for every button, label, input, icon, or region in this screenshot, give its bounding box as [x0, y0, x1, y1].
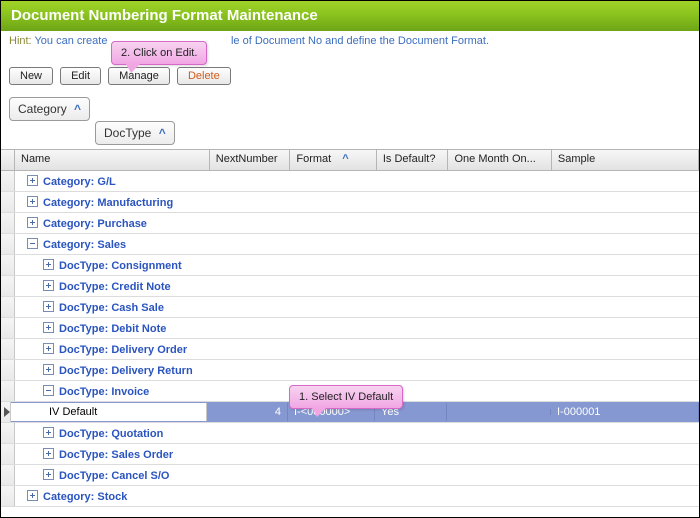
column-format[interactable]: Format ^ [290, 150, 377, 170]
group-chip-doctype-label: DocType [104, 126, 151, 140]
group-label: Category: Manufacturing [43, 197, 173, 209]
doctype-row[interactable]: DocType: Delivery Order [1, 339, 699, 360]
row-indicator [1, 465, 15, 485]
row-indicator [1, 276, 15, 296]
group-label: Category: G/L [43, 176, 116, 188]
collapse-icon[interactable] [27, 238, 38, 249]
row-indicator [1, 318, 15, 338]
group-label: Category: Purchase [43, 218, 147, 230]
header-bar: Document Numbering Format Maintenance [1, 1, 699, 31]
toolbar: New Edit Manage Delete [1, 63, 699, 93]
row-indicator [1, 255, 15, 275]
column-onemonth[interactable]: One Month On... [448, 150, 551, 170]
new-button[interactable]: New [9, 67, 53, 85]
doctype-row[interactable]: DocType: Consignment [1, 255, 699, 276]
hint-row: Hint: You can create XXXXXXXXXXXXXXXX le… [1, 31, 699, 55]
collapse-icon[interactable] [43, 385, 54, 396]
group-label: DocType: Delivery Order [59, 344, 187, 356]
group-label: DocType: Quotation [59, 428, 163, 440]
row-indicator [1, 297, 15, 317]
hint-label: Hint: [9, 35, 32, 47]
sort-asc-icon: ^ [159, 126, 166, 140]
column-isdefault[interactable]: Is Default? [377, 150, 449, 170]
callout-select: 1. Select IV Default [289, 385, 403, 409]
delete-button[interactable]: Delete [177, 67, 231, 85]
expand-icon[interactable] [43, 280, 54, 291]
row-indicator [1, 213, 15, 233]
hint-text-right: le of Document No and define the Documen… [231, 35, 489, 47]
expand-icon[interactable] [43, 427, 54, 438]
item-onemonth [447, 409, 551, 415]
row-indicator [1, 444, 15, 464]
item-nextnumber: 4 [207, 403, 288, 421]
expand-icon[interactable] [27, 217, 38, 228]
item-sample: I-000001 [551, 403, 699, 421]
group-label: DocType: Consignment [59, 260, 182, 272]
expand-icon[interactable] [43, 469, 54, 480]
row-indicator [1, 171, 15, 191]
expand-icon[interactable] [43, 448, 54, 459]
doctype-row[interactable]: DocType: Quotation [1, 423, 699, 444]
item-name: IV Default [11, 403, 207, 421]
callout-edit: 2. Click on Edit. [111, 41, 207, 65]
doctype-row[interactable]: DocType: Cancel S/O [1, 465, 699, 486]
row-indicator [1, 192, 15, 212]
expand-icon[interactable] [43, 301, 54, 312]
category-row[interactable]: Category: G/L [1, 171, 699, 192]
category-row[interactable]: Category: Stock [1, 486, 699, 507]
column-nextnumber[interactable]: NextNumber [210, 150, 291, 170]
row-indicator [1, 234, 15, 254]
group-label: DocType: Cash Sale [59, 302, 164, 314]
column-name[interactable]: Name [15, 150, 210, 170]
column-indicator [1, 150, 15, 170]
sort-asc-icon: ^ [74, 102, 81, 116]
group-label: DocType: Delivery Return [59, 365, 193, 377]
group-label: DocType: Sales Order [59, 449, 173, 461]
group-chip-category-label: Category [18, 102, 67, 116]
expand-icon[interactable] [43, 259, 54, 270]
group-label: DocType: Debit Note [59, 323, 166, 335]
column-format-label: Format [296, 153, 331, 165]
expand-icon[interactable] [27, 196, 38, 207]
callout-select-text: 1. Select IV Default [299, 391, 393, 403]
group-label: DocType: Cancel S/O [59, 470, 169, 482]
row-indicator [1, 486, 15, 506]
group-label: Category: Sales [43, 239, 126, 251]
doctype-row[interactable]: DocType: Delivery Return [1, 360, 699, 381]
expand-icon[interactable] [43, 322, 54, 333]
row-indicator [1, 402, 11, 422]
expand-icon[interactable] [27, 175, 38, 186]
row-indicator [1, 339, 15, 359]
expand-icon[interactable] [43, 343, 54, 354]
row-indicator [1, 381, 15, 401]
edit-button[interactable]: Edit [60, 67, 101, 85]
page-title: Document Numbering Format Maintenance [11, 7, 318, 24]
group-chip-doctype[interactable]: DocType ^ [95, 121, 175, 145]
category-row[interactable]: Category: Purchase [1, 213, 699, 234]
row-indicator [1, 423, 15, 443]
doctype-row[interactable]: DocType: Debit Note [1, 318, 699, 339]
sort-asc-icon: ^ [342, 153, 348, 165]
doctype-row[interactable]: DocType: Credit Note [1, 276, 699, 297]
row-indicator [1, 360, 15, 380]
group-label: DocType: Credit Note [59, 281, 171, 293]
callout-edit-text: 2. Click on Edit. [121, 47, 197, 59]
expand-icon[interactable] [43, 364, 54, 375]
doctype-row[interactable]: DocType: Cash Sale [1, 297, 699, 318]
group-chips: Category ^ DocType ^ [1, 93, 699, 149]
grid-body: Category: G/L Category: Manufacturing Cate… [1, 171, 699, 507]
group-chip-category[interactable]: Category ^ [9, 97, 90, 121]
hint-text-left: You can create [34, 35, 107, 47]
grid-header: Name NextNumber Format ^ Is Default? One… [1, 149, 699, 171]
group-label: Category: Stock [43, 491, 127, 503]
category-row[interactable]: Category: Sales [1, 234, 699, 255]
column-sample[interactable]: Sample [552, 150, 699, 170]
category-row[interactable]: Category: Manufacturing [1, 192, 699, 213]
doctype-row[interactable]: DocType: Sales Order [1, 444, 699, 465]
window: Document Numbering Format Maintenance Hi… [0, 0, 700, 518]
expand-icon[interactable] [27, 490, 38, 501]
group-label: DocType: Invoice [59, 386, 149, 398]
